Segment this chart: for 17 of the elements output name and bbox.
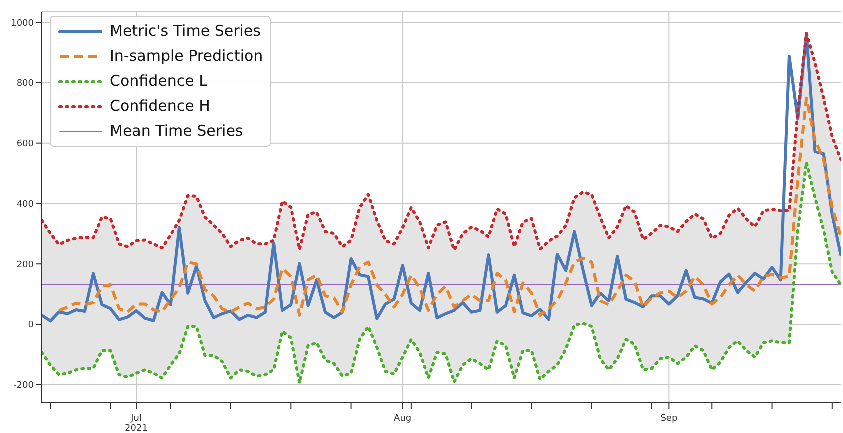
- x-tick-label: Aug: [394, 414, 412, 424]
- line-series: [42, 161, 841, 385]
- y-tick-label: 400: [16, 200, 34, 210]
- y-tick-label: 0: [28, 320, 34, 331]
- legend-label: In-sample Prediction: [110, 46, 264, 67]
- y-tick-label: 800: [16, 79, 34, 90]
- legend-label: Metric's Time Series: [110, 21, 261, 42]
- y-tick-label: 600: [16, 140, 34, 150]
- x-tick-label: Jul 2021: [125, 414, 148, 433]
- x-tick-label: Sep: [660, 414, 678, 424]
- y-tick-label: 200: [16, 260, 34, 270]
- y-tick-label: -200: [14, 381, 34, 392]
- legend-label: Confidence H: [110, 96, 210, 117]
- y-tick-label: 1000: [11, 18, 34, 29]
- line-series: [58, 96, 841, 317]
- legend-label: Confidence L: [110, 71, 208, 92]
- legend-label: Mean Time Series: [110, 121, 244, 142]
